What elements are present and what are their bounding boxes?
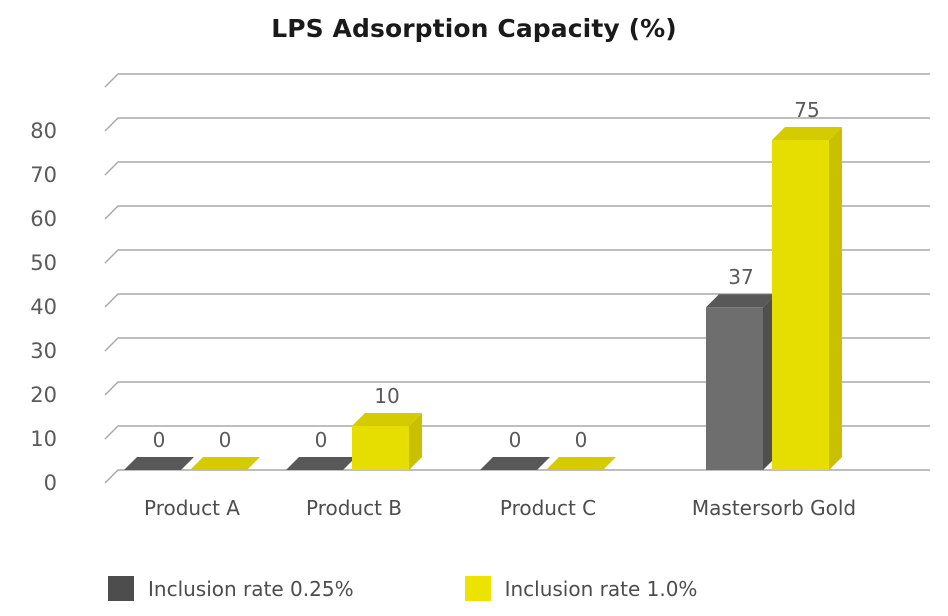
gridline [104, 117, 930, 132]
bar-value-label: 0 [315, 428, 328, 452]
legend-swatch [464, 576, 491, 601]
y-tick-label: 20 [30, 383, 57, 407]
bars-layer [124, 127, 842, 470]
y-tick-label: 0 [44, 471, 57, 495]
category-label: Product B [306, 496, 402, 520]
x-axis-category-labels: Product A Product B Product C Mastersorb Go… [144, 496, 856, 520]
gridline [104, 249, 930, 264]
bar-value-label: 0 [153, 428, 166, 452]
gridline [104, 73, 930, 88]
category-label: Mastersorb Gold [692, 496, 856, 520]
bar-top-face [772, 127, 842, 140]
y-tick-label: 60 [30, 207, 57, 231]
gridline [104, 469, 930, 484]
legend-label: Inclusion rate 1.0% [504, 576, 698, 601]
gridlines [104, 73, 930, 484]
gridline [104, 381, 930, 396]
y-tick-label: 70 [30, 163, 57, 187]
bar-3d [352, 413, 422, 470]
bar-3d [286, 457, 356, 470]
y-axis-tick-labels: 0 10 20 30 40 50 60 70 80 [30, 119, 57, 495]
bar-value-label: 0 [509, 428, 522, 452]
bar-3d [480, 457, 550, 470]
bar-value-label: 10 [374, 384, 399, 408]
legend-item[interactable]: Inclusion rate 0.25% [108, 576, 354, 601]
bar-front-face [352, 426, 409, 470]
gridline [104, 337, 930, 352]
y-tick-label: 10 [30, 427, 57, 451]
category-label: Product C [500, 496, 596, 520]
gridline [104, 205, 930, 220]
bar-front-face [706, 307, 763, 470]
bar-value-label: 0 [219, 428, 232, 452]
bar-top-face [480, 457, 550, 470]
y-tick-label: 50 [30, 251, 57, 275]
bar-value-label: 0 [575, 428, 588, 452]
bar-top-face [124, 457, 194, 470]
gridline [104, 425, 930, 440]
chart-title: LPS Adsorption Capacity (%) [271, 14, 677, 43]
legend-label: Inclusion rate 0.25% [148, 576, 354, 601]
bar-top-face [546, 457, 616, 470]
bar-top-face [352, 413, 422, 426]
bar-value-label: 37 [728, 265, 753, 289]
bar-3d [124, 457, 194, 470]
bar-top-face [190, 457, 260, 470]
legend-item[interactable]: Inclusion rate 1.0% [464, 576, 698, 601]
y-tick-label: 40 [30, 295, 57, 319]
legend-swatch [108, 576, 134, 601]
y-tick-label: 80 [30, 119, 57, 143]
category-label: Product A [144, 496, 240, 520]
bar-value-label: 75 [794, 98, 819, 122]
bar-3d [546, 457, 616, 470]
bar-3d [772, 127, 842, 470]
bar-side-face [829, 127, 842, 470]
bar-top-face [286, 457, 356, 470]
bar-value-labels: 0 0 0 10 0 0 37 75 [153, 98, 820, 452]
bar-front-face [772, 140, 829, 470]
gridline [104, 293, 930, 308]
bar-3d [190, 457, 260, 470]
bar-top-face [706, 294, 776, 308]
bar-side-face [409, 413, 422, 470]
y-tick-label: 30 [30, 339, 57, 363]
bar-3d [706, 294, 776, 470]
chart-legend: Inclusion rate 0.25% Inclusion rate 1.0% [108, 576, 697, 601]
gridline [104, 161, 930, 176]
